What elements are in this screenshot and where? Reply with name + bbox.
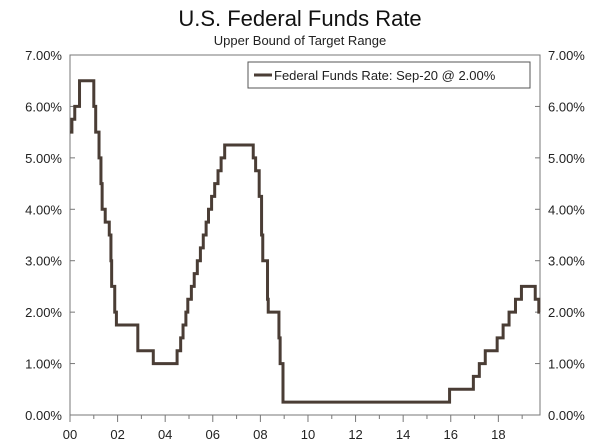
y-tick-label-left: 7.00% — [25, 48, 62, 63]
y-tick-label-right: 4.00% — [548, 202, 585, 217]
y-tick-label-left: 0.00% — [25, 408, 62, 423]
x-tick-label: 06 — [206, 427, 220, 442]
y-tick-label-right: 6.00% — [548, 99, 585, 114]
legend-label: Federal Funds Rate: Sep-20 @ 2.00% — [274, 68, 496, 83]
x-tick-label: 00 — [63, 427, 77, 442]
y-tick-label-right: 0.00% — [548, 408, 585, 423]
y-tick-label-right: 5.00% — [548, 151, 585, 166]
y-tick-label-right: 7.00% — [548, 48, 585, 63]
legend-box — [247, 61, 531, 89]
x-tick-label: 10 — [301, 427, 315, 442]
x-tick-label: 16 — [444, 427, 458, 442]
x-tick-label: 08 — [253, 427, 267, 442]
x-axis: 00 02 04 06 08 10 12 14 16 18 — [63, 415, 523, 442]
y-tick-label-left: 3.00% — [25, 254, 62, 269]
y-axis-right: 0.00% 1.00% 2.00% 3.00% 4.00% 5.00% 6.00% 7.00% — [535, 48, 585, 423]
x-tick-label: 18 — [491, 427, 505, 442]
legend: Federal Funds Rate: Sep-20 @ 2.00% — [247, 61, 531, 89]
x-tick-label: 14 — [396, 427, 410, 442]
y-axis-left: 0.00% 1.00% 2.00% 3.00% 4.00% 5.00% 6.00% 7.00% — [25, 48, 75, 423]
y-tick-label-left: 1.00% — [25, 357, 62, 372]
x-tick-label: 04 — [158, 427, 172, 442]
y-tick-label-left: 4.00% — [25, 202, 62, 217]
plot-area — [69, 54, 541, 416]
y-tick-label-right: 2.00% — [548, 305, 585, 320]
y-tick-label-left: 2.00% — [25, 305, 62, 320]
x-tick-label: 12 — [348, 427, 362, 442]
y-tick-label-right: 3.00% — [548, 254, 585, 269]
y-tick-label-left: 6.00% — [25, 99, 62, 114]
series-line-federal-funds-rate — [70, 79, 541, 404]
y-tick-label-left: 5.00% — [25, 151, 62, 166]
x-tick-label: 02 — [110, 427, 124, 442]
chart-title: U.S. Federal Funds Rate — [178, 6, 422, 31]
chart-subtitle: Upper Bound of Target Range — [213, 33, 387, 48]
y-tick-label-right: 1.00% — [548, 357, 585, 372]
